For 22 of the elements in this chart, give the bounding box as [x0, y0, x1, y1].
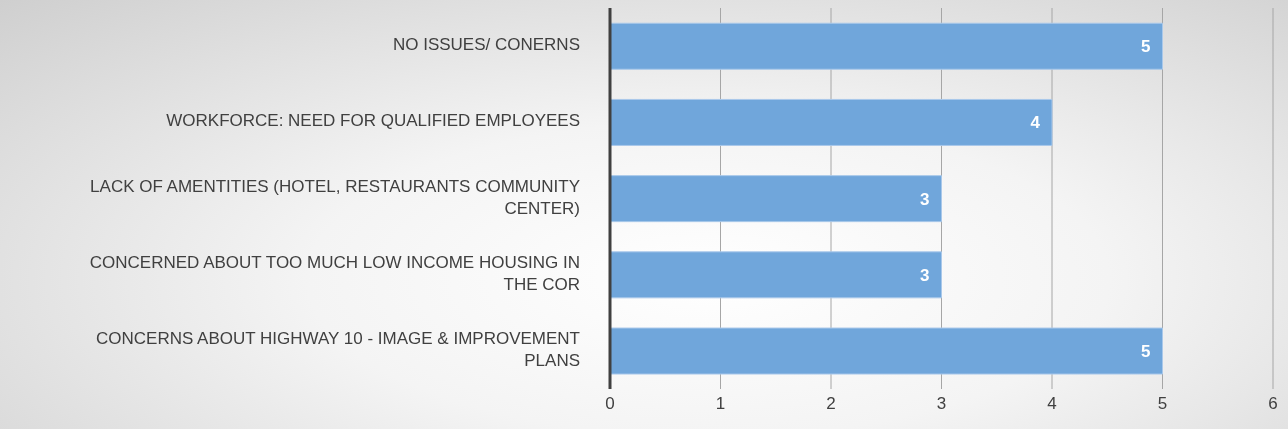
- x-tick-label: 2: [826, 394, 836, 414]
- y-tick-label: CONCERNS ABOUT HIGHWAY 10 - IMAGE & IMPROVEMENT PLANS: [96, 329, 580, 371]
- y-tick-label: LACK OF AMENTITIES (HOTEL, RESTAURANTS COMMUNITY CENTER): [90, 176, 580, 218]
- data-label: 5: [1141, 37, 1151, 57]
- data-label: 3: [920, 189, 930, 209]
- data-label: 5: [1141, 342, 1151, 362]
- x-tick-label: 6: [1268, 394, 1278, 414]
- x-tick-label: 0: [605, 394, 615, 414]
- y-tick-label: NO ISSUES/ CONERNS: [392, 35, 580, 55]
- bar: [610, 251, 942, 299]
- bar: [610, 22, 1163, 70]
- bar: [610, 98, 1053, 146]
- y-tick-label: CONCERNED ABOUT TOO MUCH LOW INCOME HOUSING IN THE COR: [89, 253, 580, 295]
- x-tick-label: 3: [936, 394, 947, 414]
- x-tick-label: 1: [715, 394, 726, 414]
- data-label: 4: [1030, 113, 1041, 133]
- y-tick-label: WORKFORCE: NEED FOR QUALIFIED EMPLOYEES: [166, 111, 580, 131]
- x-tick-label: 4: [1047, 394, 1057, 414]
- bar: [610, 327, 1163, 375]
- data-label: 3: [920, 265, 930, 285]
- x-tick-label: 5: [1157, 394, 1168, 414]
- bar: [610, 175, 942, 223]
